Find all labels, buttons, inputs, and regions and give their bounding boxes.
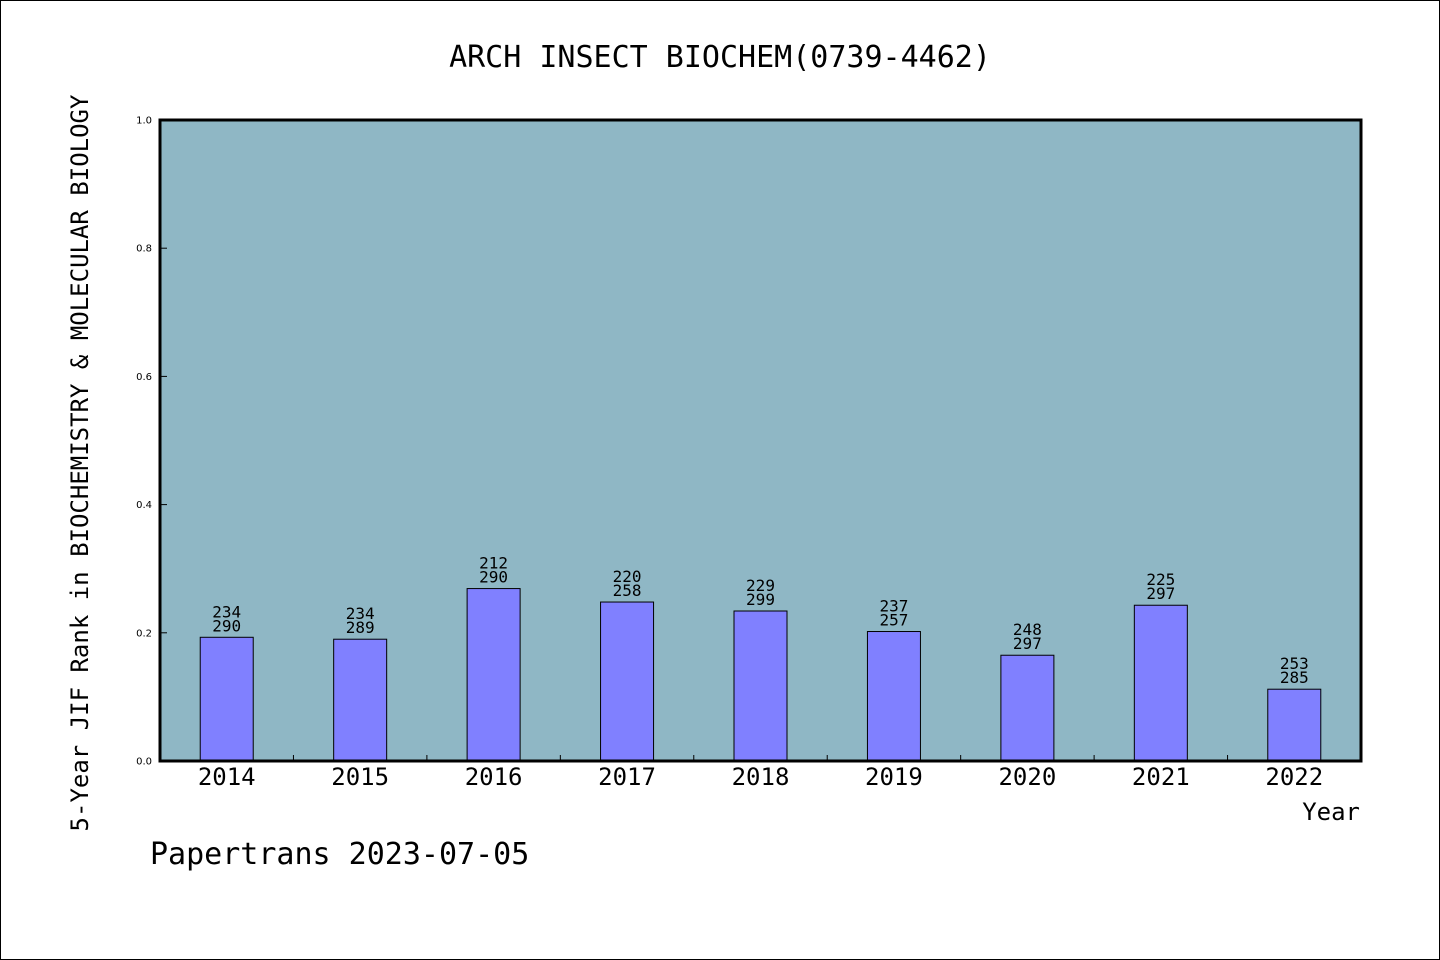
bar-total-label-2020: 297	[1013, 634, 1042, 653]
bar-2019	[866, 631, 921, 762]
bar-total-label-2015: 289	[346, 618, 375, 637]
x-tick-label-2022: 2022	[1265, 763, 1323, 791]
y-tick-label: 0.0	[136, 757, 152, 768]
x-tick-label-2015: 2015	[331, 763, 389, 791]
x-tick-label-2017: 2017	[598, 763, 656, 791]
bar-2014	[199, 636, 254, 762]
bar-total-label-2019: 257	[879, 611, 908, 630]
bar-rank-label-2018: 229	[746, 576, 775, 595]
bar-total-label-2014: 290	[212, 616, 241, 635]
x-tick-label-2019: 2019	[865, 763, 923, 791]
bar-rank-label-2015: 234	[346, 604, 375, 623]
bar-total-label-2016: 290	[479, 568, 508, 587]
bar-rank-label-2019: 237	[879, 597, 908, 616]
bar-2015	[333, 638, 388, 762]
x-ticks-group: 2014 2015 2016 2017 2018 2019 2020 2021 2022	[198, 755, 1323, 791]
x-tick-label-2020: 2020	[998, 763, 1056, 791]
bar-rank-label-2022: 253	[1280, 654, 1309, 673]
bar-rank-label-2014: 234	[212, 602, 241, 621]
x-tick-label-2016: 2016	[465, 763, 523, 791]
y-tick-label: 0.8	[136, 244, 152, 255]
bar-rank-label-2017: 220	[613, 567, 642, 586]
x-tick-label-2014: 2014	[198, 763, 256, 791]
bar-2017	[600, 601, 655, 762]
y-tick-label: 0.2	[136, 628, 152, 639]
x-axis-title: Year	[1302, 798, 1360, 826]
bar-total-label-2022: 285	[1280, 668, 1309, 687]
y-axis-title: 5-Year JIF Rank in BIOCHEMISTRY & MOLECU…	[66, 94, 94, 831]
y-tick-label: 0.6	[136, 372, 152, 383]
bars-group	[199, 588, 1322, 762]
bar-total-label-2017: 258	[613, 581, 642, 600]
bar-total-label-2021: 297	[1146, 584, 1175, 603]
bar-rank-label-2016: 212	[479, 554, 508, 573]
bar-rank-label-2021: 225	[1146, 570, 1175, 589]
bar-2021	[1133, 604, 1188, 762]
bar-2020	[1000, 654, 1055, 762]
bar-2016	[466, 588, 521, 762]
bar-2022	[1267, 688, 1322, 762]
bar-2018	[733, 610, 788, 762]
y-tick-label: 0.4	[136, 500, 152, 511]
bar-rank-label-2020: 248	[1013, 620, 1042, 639]
plot-border	[158, 118, 1363, 763]
x-tick-label-2021: 2021	[1132, 763, 1190, 791]
bar-total-label-2018: 299	[746, 590, 775, 609]
chart-title: ARCH INSECT BIOCHEM(0739-4462)	[449, 40, 991, 75]
x-tick-label-2018: 2018	[732, 763, 790, 791]
footer-note: Papertrans 2023-07-05	[150, 837, 529, 872]
y-tick-label: 1.0	[136, 116, 152, 127]
